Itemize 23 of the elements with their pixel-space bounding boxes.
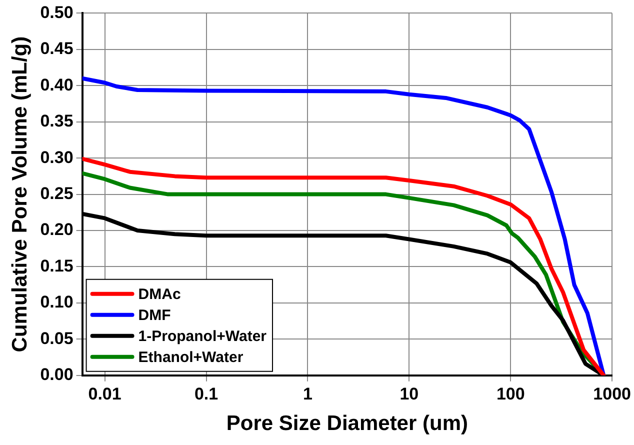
x-axis-title: Pore Size Diameter (um) [226, 412, 468, 436]
legend-label: DMF [138, 307, 171, 324]
y-tick-label: 0.25 [40, 184, 74, 203]
y-tick-label: 0.00 [40, 365, 74, 384]
y-tick-label: 0.10 [40, 292, 74, 312]
y-tick-label: 0.15 [40, 256, 74, 276]
y-tick-label: 0.05 [40, 328, 74, 348]
y-tick-label: 0.30 [40, 148, 74, 167]
legend-label: DMAc [138, 286, 181, 304]
y-axis-title: Cumulative Pore Volume (mL/g) [8, 36, 32, 352]
x-tick-label: 10 [400, 384, 419, 404]
x-tick-label: 1 [302, 384, 312, 404]
x-tick-label: 100 [496, 384, 525, 404]
y-tick-label: 0.50 [40, 2, 74, 22]
y-tick-label: 0.45 [40, 39, 74, 58]
y-tick-label: 0.20 [40, 220, 74, 240]
legend-label: 1-Propanol+Water [138, 328, 267, 346]
legend-label: Ethanol+Water [138, 349, 244, 366]
x-tick-label: 0.01 [88, 384, 122, 404]
y-tick-label: 0.35 [40, 112, 74, 131]
y-tick-label: 0.40 [40, 75, 74, 94]
x-tick-label: 1000 [593, 384, 632, 404]
x-tick-label: 0.1 [194, 384, 218, 404]
